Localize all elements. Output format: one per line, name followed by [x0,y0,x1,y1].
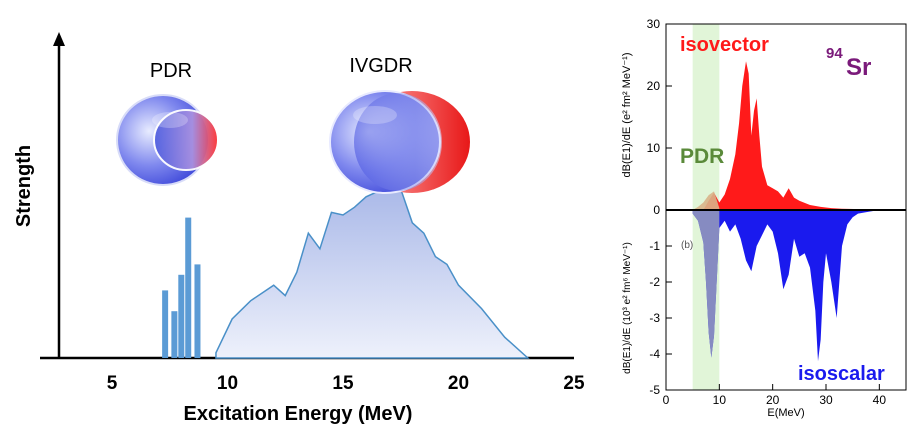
ivgdr-area [215,185,530,359]
pdr-nucleus-illustration [116,94,219,186]
upper-y-tick-label: 10 [647,141,661,155]
isoscalar-label: isoscalar [798,363,885,385]
left-x-tick-label: 15 [332,373,354,394]
right-x-tick-label: 30 [819,393,833,407]
isovector-pdr-area [692,191,720,210]
ivgdr-label: IVGDR [349,55,412,77]
pdr-label: PDR [150,60,192,82]
pdr-bars [162,217,201,358]
right-x-tick-label: 40 [873,393,887,407]
lower-y-tick-label: -1 [649,239,660,253]
upper-y-tick-label: 0 [653,203,660,217]
lower-y-tick-label: -5 [649,383,660,397]
lower-y-tick-label: -3 [649,311,660,325]
upper-y-tick-label: 30 [647,17,661,31]
isovector-area [703,61,906,211]
upper-y-tick-label: 20 [647,79,661,93]
nucleus-mass-number: 94 [826,45,843,62]
ivgdr-nucleus-illustration [329,90,470,194]
nucleus-symbol: Sr [846,54,871,81]
pdr-bar [178,274,185,358]
left-schematic-chart: 5 10 15 20 25 Excitation Energy (MeV) Streng… [13,32,585,425]
lower-y-tick-label: -2 [649,275,660,289]
left-x-tick-label: 25 [563,373,585,394]
right-x-axis-label: E(MeV) [767,407,804,419]
right-x-tick-label: 0 [663,393,670,407]
right-pdr-label: PDR [680,145,724,168]
pdr-bar [171,311,178,358]
right-plot-frame [665,23,907,391]
isoscalar-pdr-area [692,210,720,358]
left-x-tick-labels: 5 10 15 20 25 [107,373,585,394]
pdr-bar [185,217,192,358]
pdr-bar [194,264,201,358]
left-x-tick-label: 5 [107,373,118,394]
panel-b-label: (b) [681,240,693,251]
lower-y-axis-label: dB(E1)/dE (10³ e² fm⁶ MeV⁻¹) [622,242,633,374]
isoscalar-area [692,210,906,362]
right-x-tick-label: 10 [713,393,727,407]
right-x-tick-label: 20 [766,393,780,407]
left-x-axis-label: Excitation Energy (MeV) [184,403,413,425]
left-y-axis-label: Strength [13,145,35,227]
left-y-axis-arrow [53,32,65,46]
left-x-tick-label: 10 [217,373,238,394]
left-x-tick-label: 20 [448,373,469,394]
pdr-bar [162,290,169,358]
isovector-label: isovector [680,34,769,56]
upper-y-axis-label: dB(E1)/dE (e² fm² MeV⁻¹) [621,53,633,178]
lower-y-tick-label: -4 [649,347,660,361]
